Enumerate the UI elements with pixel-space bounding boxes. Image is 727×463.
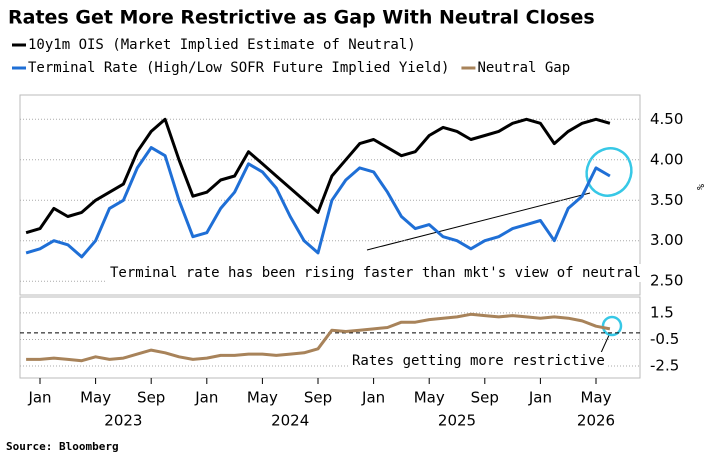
series-line [26, 312, 611, 363]
highlight-circle [601, 315, 623, 337]
x-tick-label: Jan [194, 389, 218, 407]
y-tick-label: -0.5 [650, 330, 679, 348]
legend-swatch [461, 66, 476, 70]
x-tick-label: May [80, 389, 111, 407]
annotation-line [366, 192, 591, 251]
y-tick-label: 3.00 [650, 231, 683, 249]
bottom-panel-frame [19, 296, 641, 379]
annotation-bg [349, 352, 608, 370]
x-tick-label: May [247, 389, 278, 407]
legend-swatch [12, 66, 26, 70]
annotation-line [599, 332, 611, 356]
x-year-label: 2026 [577, 412, 615, 430]
x-tick-label: Jan [361, 389, 385, 407]
legend-label: Neutral Gap [477, 60, 570, 76]
x-tick-label: May [580, 389, 611, 407]
annotation-bg [107, 264, 645, 282]
series-line [25, 117, 611, 235]
y-tick-label: 1.5 [650, 303, 674, 321]
annotation: Terminal rate has been rising faster tha… [110, 265, 641, 281]
x-year-label: 2025 [438, 412, 476, 430]
series-line [25, 146, 611, 259]
y-tick-label: -2.5 [650, 357, 679, 375]
x-tick-label: Sep [304, 389, 332, 407]
x-tick-label: May [414, 389, 445, 407]
x-tick-label: Jan [27, 389, 51, 407]
highlight-ellipse [585, 147, 633, 197]
legend-label: Terminal Rate (High/Low SOFR Future Impl… [28, 60, 449, 76]
legend-label: 10y1m OIS (Market Implied Estimate of Ne… [28, 37, 416, 53]
x-tick-label: Sep [471, 389, 499, 407]
source: Source: Bloomberg [6, 440, 119, 453]
top-panel-frame [19, 94, 641, 296]
x-tick-label: Jan [528, 389, 552, 407]
x-year-label: 2023 [104, 412, 142, 430]
y-tick-label: 4.00 [650, 150, 683, 168]
chart-title: Rates Get More Restrictive as Gap With N… [8, 7, 595, 29]
y-tick-label: 2.50 [650, 272, 683, 290]
annotation: Rates getting more restrictive [352, 353, 605, 369]
legend-swatch [12, 43, 26, 47]
x-year-label: 2024 [271, 412, 309, 430]
y-tick-label: 3.50 [650, 191, 683, 209]
y-axis-label: % [694, 184, 705, 190]
x-tick-label: Sep [137, 389, 165, 407]
y-tick-label: 4.50 [650, 110, 683, 128]
